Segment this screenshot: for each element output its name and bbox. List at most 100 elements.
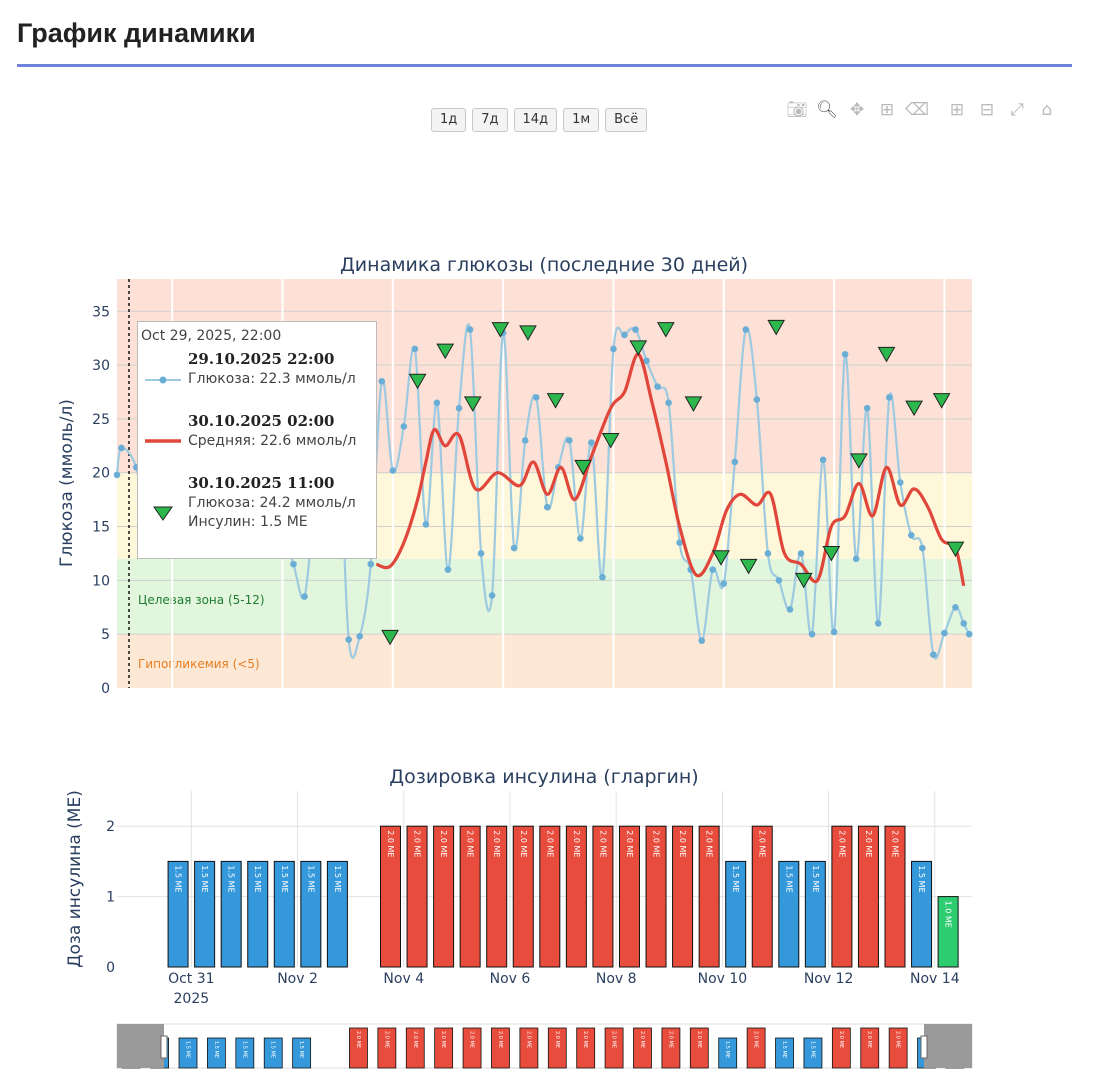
title-divider (17, 64, 1072, 67)
insulin-marker (381, 629, 399, 646)
y-tick-label: 30 (92, 358, 110, 374)
insulin-marker (601, 432, 620, 449)
dose-bar (592, 825, 614, 968)
insulin-marker (574, 459, 592, 476)
glucose-point (863, 404, 871, 412)
dose-bar (698, 825, 720, 968)
hover-entry-line: Глюкоза: 24.2 ммоль/л (188, 495, 356, 511)
hover-entry-line: Средняя: 22.6 ммоль/л (188, 433, 357, 449)
average-legend-symbol (145, 439, 181, 443)
range-button-7d[interactable]: 7д (472, 108, 508, 132)
glucose-point (960, 620, 968, 627)
insulin-marker (491, 322, 510, 338)
slider-bar-label: 2.0 МЕ (696, 1031, 702, 1048)
camera-icon[interactable]: 📷︎ (786, 100, 808, 120)
slider-bar (462, 1027, 482, 1069)
zoom-icon[interactable]: 🔍︎ (816, 100, 838, 120)
dose-bar-label: 2.0 МЕ (439, 830, 448, 857)
glucose-point (665, 399, 672, 407)
insulin-marker (932, 393, 951, 409)
range-slider-handle-left[interactable] (160, 1035, 168, 1059)
insulin-marker (822, 545, 841, 562)
glucose-point (621, 331, 628, 339)
dose-bar-label: 2.0 МЕ (890, 830, 899, 857)
glucose-point (731, 458, 739, 466)
y-tick-label: 0 (106, 960, 115, 976)
glucose-point (808, 630, 816, 638)
slider-bar-label: 1.5 МЕ (213, 1041, 219, 1058)
y-tick-label: 20 (92, 466, 110, 482)
x-tick-label: Oct 31 (168, 971, 214, 987)
home-icon[interactable]: ⌂ (1041, 100, 1053, 120)
hover-tooltip: Oct 29, 2025, 22:00 29.10.2025 22:00 Глю… (137, 321, 377, 559)
y-tick-label: 2 (106, 819, 115, 835)
glucose-point (764, 550, 772, 557)
glucose-point (433, 399, 441, 407)
dose-bar (645, 825, 667, 968)
slider-bar (718, 1037, 738, 1069)
slider-bar (519, 1027, 539, 1069)
dose-bar (459, 825, 481, 968)
slider-bar (377, 1027, 397, 1069)
slider-bar-label: 2.0 МЕ (355, 1031, 361, 1048)
slider-bar-label: 1.5 МЕ (185, 1041, 191, 1058)
slider-bar-label: 2.0 МЕ (611, 1031, 617, 1048)
range-button-1d[interactable]: 1д (431, 108, 467, 132)
dose-bar-label: 1.5 МЕ (917, 865, 926, 892)
insulin-marker (850, 453, 868, 469)
glucose-point (830, 628, 838, 636)
slider-bar-label: 2.0 МЕ (895, 1031, 901, 1048)
slider-bar (405, 1027, 425, 1069)
dose-bar (857, 825, 879, 968)
dose-bar-label: 1.5 МЕ (811, 865, 820, 892)
x-tick-label: Nov 8 (596, 971, 637, 987)
range-slider-handle-right[interactable] (920, 1035, 928, 1059)
dose-bar-label: 2.0 МЕ (652, 830, 661, 857)
y-tick-label: 0 (101, 681, 110, 697)
range-button-14d[interactable]: 14д (513, 108, 558, 132)
glucose-point (753, 396, 761, 403)
slider-bar (349, 1027, 368, 1069)
slider-bar-label: 1.5 МЕ (298, 1041, 304, 1058)
slider-bar-label: 2.0 МЕ (667, 1031, 673, 1048)
slider-bar (689, 1027, 709, 1069)
y-tick-label: 10 (92, 573, 110, 589)
insulin-marker (739, 558, 758, 575)
range-button-1m[interactable]: 1м (563, 108, 600, 132)
autoscale-icon[interactable]: ⤢ (1010, 100, 1024, 120)
hover-entry-line: Инсулин: 1.5 МЕ (188, 514, 308, 530)
slider-bar (263, 1037, 283, 1069)
glucose-point (577, 535, 584, 542)
slider-bar (547, 1027, 567, 1069)
erase-icon[interactable]: ⌫ (904, 100, 930, 120)
slider-bar (491, 1027, 510, 1069)
insulin-marker (408, 373, 427, 390)
zoom-out-icon[interactable]: ⊟ (979, 100, 995, 120)
glucose-point (654, 383, 661, 390)
pan-icon[interactable]: ✥ (849, 100, 865, 120)
insulin-marker (712, 550, 730, 566)
slider-bar-label: 1.5 МЕ (809, 1041, 815, 1058)
dose-bar-label: 2.0 МЕ (413, 830, 422, 857)
zoom-in-icon[interactable]: ⊞ (949, 100, 965, 120)
slider-bar-label: 1.5 МЕ (724, 1041, 730, 1058)
slider-bar-label: 2.0 МЕ (412, 1031, 418, 1048)
glucose-point (301, 593, 308, 600)
zoom-in-box-icon[interactable]: ⊞ (879, 100, 895, 120)
y-tick-label: 1 (106, 890, 115, 906)
dose-bar-label: 2.0 МЕ (864, 830, 873, 857)
x-tick-label: Nov 4 (383, 971, 424, 987)
glucose-point (543, 503, 551, 511)
range-button-all[interactable]: Всё (605, 108, 648, 132)
slider-bar-label: 2.0 МЕ (440, 1031, 446, 1048)
slider-bar (178, 1037, 198, 1069)
dose-bar (725, 860, 747, 968)
slider-bar-label: 2.0 МЕ (582, 1031, 588, 1048)
dose-bar (884, 825, 906, 968)
slider-bar (207, 1037, 226, 1069)
dose-bar-label: 2.0 МЕ (572, 830, 581, 857)
range-slider[interactable]: 1.5 МЕ 1.5 МЕ 1.5 МЕ 1.5 МЕ 1.5 МЕ 1.5 МЕ 1.5 … (116, 1023, 973, 1069)
glucose-point (819, 456, 827, 464)
glucose-point (378, 377, 386, 385)
slider-bar-label: 2.0 МЕ (525, 1031, 531, 1048)
